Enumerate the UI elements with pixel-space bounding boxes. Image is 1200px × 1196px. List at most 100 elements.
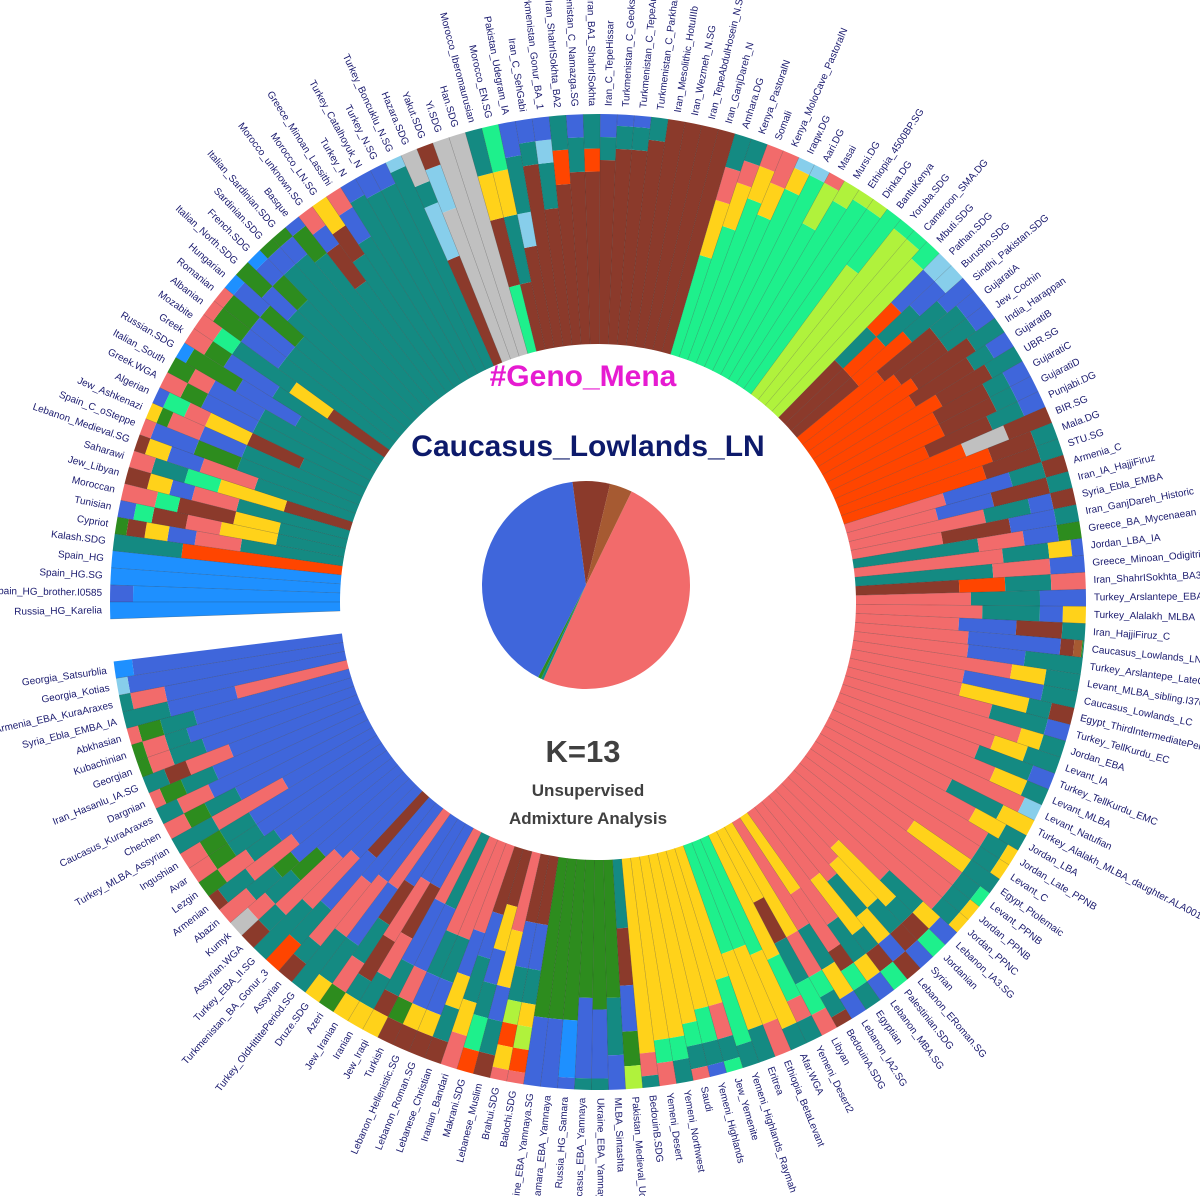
ancestry-segment: [245, 833, 300, 881]
ancestry-segment: [327, 409, 390, 458]
ancestry-segment: [750, 949, 797, 1030]
ancestry-segment: [430, 823, 474, 889]
ancestry-segment: [166, 446, 205, 473]
bar-separator: [634, 119, 669, 347]
population-bar: [347, 823, 474, 1030]
ancestry-segment: [757, 182, 785, 221]
ancestry-segment: [144, 522, 170, 542]
ancestry-segment: [1046, 471, 1073, 494]
ancestry-segment: [794, 157, 815, 175]
ancestry-segment: [966, 304, 995, 332]
ancestry-segment: [366, 190, 478, 379]
ancestry-segment: [774, 937, 809, 985]
population-bar: [815, 733, 1019, 865]
ancestry-segment: [990, 477, 1051, 507]
ancestry-segment: [959, 899, 980, 920]
ancestry-segment: [473, 1051, 495, 1078]
ancestry-segment: [142, 734, 170, 758]
ancestry-segment: [574, 1077, 592, 1090]
ancestry-segment: [298, 206, 326, 235]
bar-separator: [815, 740, 1010, 866]
ancestry-segment: [817, 394, 943, 475]
bar-separator: [731, 822, 852, 1019]
population-bar: [761, 795, 921, 980]
ancestry-segment: [924, 416, 993, 458]
ancestry-segment: [176, 784, 215, 814]
bar-separator: [259, 250, 420, 417]
population-bar: [557, 859, 586, 1090]
ancestry-segment: [717, 1035, 740, 1062]
population-bar: [133, 434, 356, 523]
population-bar: [224, 274, 407, 436]
ancestry-segment: [258, 904, 287, 932]
ancestry-segment: [866, 302, 902, 337]
population-bar: [657, 850, 727, 1077]
bar-separator: [735, 189, 860, 385]
ancestry-segment: [844, 493, 947, 533]
ancestry-segment: [117, 500, 137, 520]
bar-separator: [347, 823, 466, 1022]
ancestry-segment: [110, 584, 134, 602]
population-bar: [305, 808, 451, 1003]
ancestry-segment: [295, 416, 380, 473]
ancestry-segment: [712, 174, 825, 375]
bar-separator: [830, 391, 1039, 491]
ancestry-segment: [826, 424, 945, 491]
ancestry-segment: [612, 858, 628, 929]
ancestry-segment: [956, 290, 985, 319]
ancestry-segment: [293, 936, 321, 965]
bar-separator: [758, 219, 902, 400]
bar-separator: [155, 711, 365, 809]
population-bar: [724, 822, 852, 1028]
ancestry-segment: [159, 779, 188, 804]
bar-separator: [665, 850, 727, 1073]
ancestry-segment: [935, 492, 995, 521]
population-bar: [298, 206, 447, 399]
ancestry-segment: [892, 951, 921, 980]
ancestry-segment: [217, 868, 255, 903]
ancestry-segment: [378, 879, 415, 925]
ancestry-segment: [977, 530, 1025, 552]
ancestry-segment: [626, 139, 665, 347]
ancestry-segment: [1039, 605, 1063, 623]
population-bar: [805, 748, 1000, 894]
ancestry-segment: [853, 953, 881, 982]
bar-separator: [855, 613, 1086, 624]
ancestry-segment: [212, 702, 365, 780]
ancestry-segment: [808, 969, 834, 998]
ancestry-segment: [682, 1021, 703, 1047]
population-bar: [155, 711, 369, 825]
bar-separator: [724, 826, 838, 1028]
ancestry-segment: [451, 998, 477, 1037]
ancestry-segment: [607, 1054, 626, 1090]
population-label: Caucasus_EBA_Yamnaya: [574, 1097, 589, 1196]
bar-separator: [854, 555, 1084, 578]
ancestry-segment: [1004, 574, 1052, 592]
ancestry-segment: [169, 738, 207, 765]
population-bar: [230, 771, 410, 936]
ancestry-segment: [616, 927, 634, 986]
bar-separator: [136, 685, 355, 762]
population-label: Moroccan: [71, 475, 116, 496]
ancestry-segment: [114, 516, 129, 536]
ancestry-segment: [758, 228, 907, 406]
population-bar: [515, 118, 564, 348]
bar-separator: [333, 818, 459, 1013]
population-bar: [843, 454, 1069, 533]
population-bar: [855, 613, 1086, 641]
ancestry-segment: [999, 844, 1019, 865]
ancestry-segment: [339, 206, 371, 245]
ancestry-segment: [834, 443, 967, 508]
pie-slice: [538, 585, 586, 679]
population-bar: [112, 533, 343, 576]
ancestry-segment: [265, 934, 302, 971]
ancestry-segment: [457, 839, 507, 940]
ancestry-segment: [289, 382, 334, 419]
population-bar: [845, 666, 1071, 742]
ancestry-segment: [498, 121, 522, 159]
bar-separator: [416, 148, 503, 363]
ancestry-segment: [733, 944, 778, 1025]
ancestry-segment: [909, 281, 946, 317]
ancestry-segment: [426, 977, 454, 1016]
ancestry-segment: [854, 622, 969, 645]
